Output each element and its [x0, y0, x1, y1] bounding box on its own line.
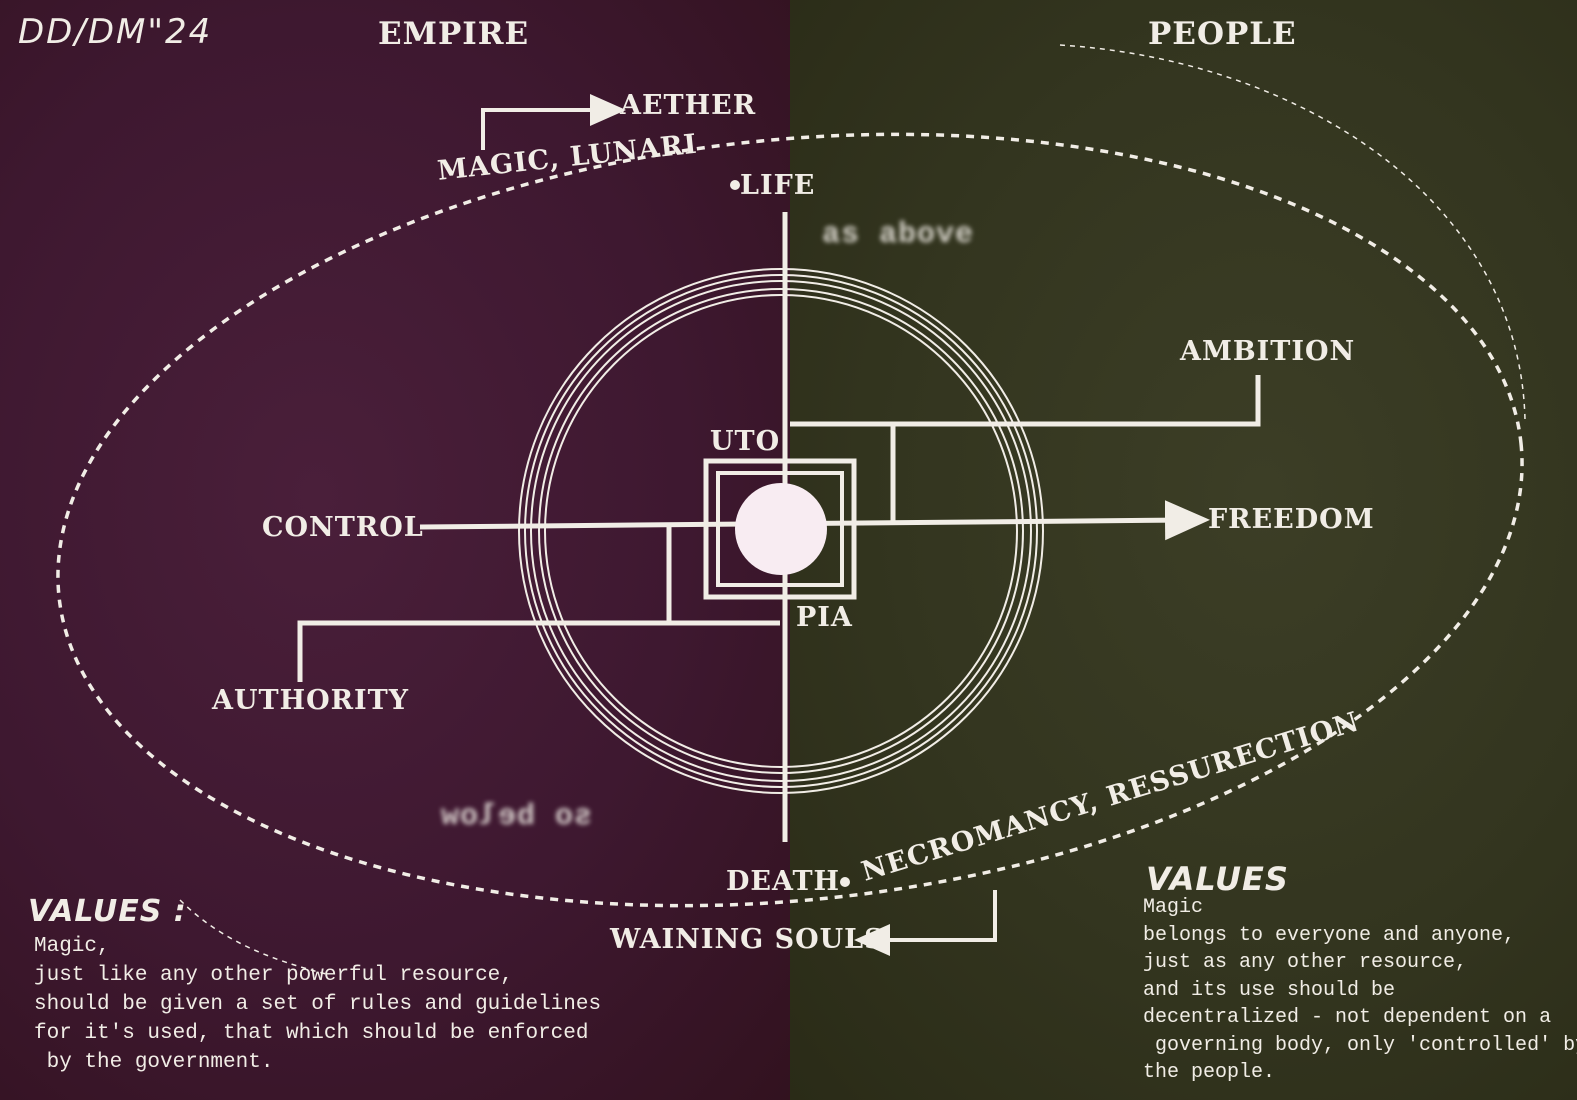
values-right-line: the people. [1143, 1061, 1276, 1084]
aether-arrow [481, 94, 626, 150]
inner-ring-1 [538, 288, 1024, 774]
values-right-line: decentralized - not dependent on a [1143, 1006, 1552, 1029]
people-half-background [790, 0, 1577, 1100]
center-square-inner [716, 471, 844, 587]
so-below-label: so below [440, 800, 593, 834]
authority-connector [297, 620, 780, 682]
signature: DD/DM"24 [18, 12, 213, 52]
waining-souls-arrow [854, 890, 997, 956]
freedom-label: FREEDOM [1208, 504, 1375, 535]
center-dot [735, 483, 827, 575]
values-right-line: and its use should be [1143, 978, 1396, 1002]
thin-dashed-arc-right [1059, 44, 1526, 421]
values-left-body: Magic, just like any other powerful reso… [34, 932, 601, 1077]
empire-header: EMPIRE [378, 16, 530, 52]
aether-label: AETHER [620, 90, 757, 121]
values-right-line: belongs to everyone and anyone, [1143, 923, 1516, 947]
uto-label: UTO [710, 426, 781, 457]
pia-label: PIA [796, 602, 853, 633]
people-header: PEOPLE [1148, 16, 1297, 52]
values-left-line: just like any other powerful resource, [34, 964, 513, 987]
death-label: DEATH [726, 866, 841, 897]
values-left-line: for it's used, that which should be enfo… [34, 1022, 589, 1045]
ambition-label: AMBITION [1180, 336, 1356, 367]
values-right-line: governing body, only 'controlled' by [1143, 1033, 1577, 1057]
outer-dashed-ellipse [56, 132, 1524, 908]
values-right-title: VALUES [1146, 860, 1289, 898]
center-square-outer [703, 458, 857, 600]
waining-souls-label: WAINING SOULS [610, 924, 885, 955]
values-right-line: just as any other resource, [1143, 951, 1468, 974]
values-right-line: Magic [1143, 896, 1204, 919]
values-left-title: VALUES : [28, 894, 187, 929]
empire-half-background [0, 0, 790, 1100]
life-dot [730, 180, 740, 190]
death-dot [840, 877, 850, 887]
control-label: CONTROL [262, 512, 424, 543]
as-above-label: as above [822, 218, 975, 252]
values-left-line: Magic, [34, 935, 110, 958]
inner-ring-2 [544, 294, 1018, 768]
outer-ring-3 [530, 280, 1032, 782]
outer-ring-1 [518, 268, 1044, 794]
thin-dashed-arc-left [179, 899, 331, 976]
outer-ring-2 [524, 274, 1038, 788]
ambition-connector [790, 375, 1261, 427]
values-right-body: Magic belongs to everyone and anyone, ju… [1143, 894, 1577, 1087]
values-left-line: by the government. [34, 1051, 274, 1074]
values-left-line: should be given a set of rules and guide… [34, 993, 602, 1016]
life-label: LIFE [740, 170, 816, 201]
authority-label: AUTHORITY [212, 685, 410, 716]
